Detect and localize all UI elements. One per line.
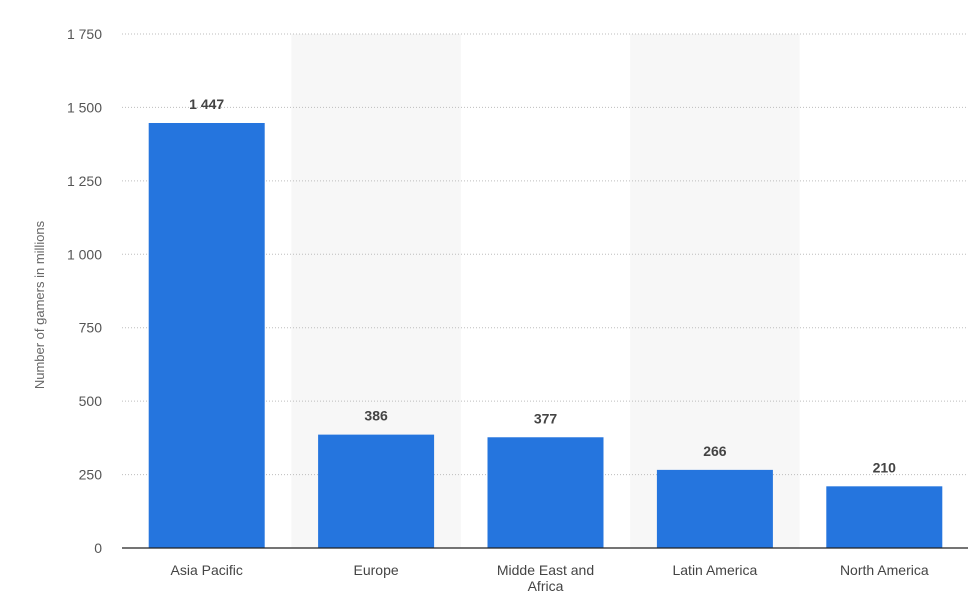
y-tick-label: 0: [94, 540, 102, 556]
x-tick-label: Latin America: [672, 562, 757, 578]
data-label: 386: [364, 408, 388, 424]
bar: [826, 486, 943, 548]
y-tick-label: 1 250: [67, 173, 102, 189]
data-label: 266: [703, 443, 727, 459]
bar: [487, 437, 604, 548]
y-tick-label: 250: [79, 467, 103, 483]
x-tick-label: Europe: [354, 562, 399, 578]
y-tick-label: 1 750: [67, 26, 102, 42]
bar: [148, 122, 265, 549]
y-tick-label: 1 000: [67, 246, 102, 262]
y-axis-title: Number of gamers in millions: [32, 220, 47, 389]
data-label: 1 447: [189, 96, 224, 112]
bars: [148, 122, 943, 549]
x-tick-label: North America: [840, 562, 929, 578]
y-axis-ticks: 0 250 500 750 1 000 1 250 1 500 1 750: [67, 26, 102, 556]
y-tick-label: 1 500: [67, 99, 102, 115]
category-band: [630, 34, 800, 548]
x-axis-categories: Asia Pacific Europe Midde East and Africa La…: [171, 562, 929, 594]
data-label: 377: [534, 410, 558, 426]
x-tick-label: Midde East and Africa: [497, 562, 594, 594]
y-tick-label: 750: [79, 320, 103, 336]
y-tick-label: 500: [79, 393, 103, 409]
bar: [656, 469, 773, 548]
data-label: 210: [873, 459, 897, 475]
bar: [318, 434, 435, 548]
value-labels: 1 447 386 377 266 210: [189, 96, 896, 475]
x-tick-label: Asia Pacific: [171, 562, 243, 578]
